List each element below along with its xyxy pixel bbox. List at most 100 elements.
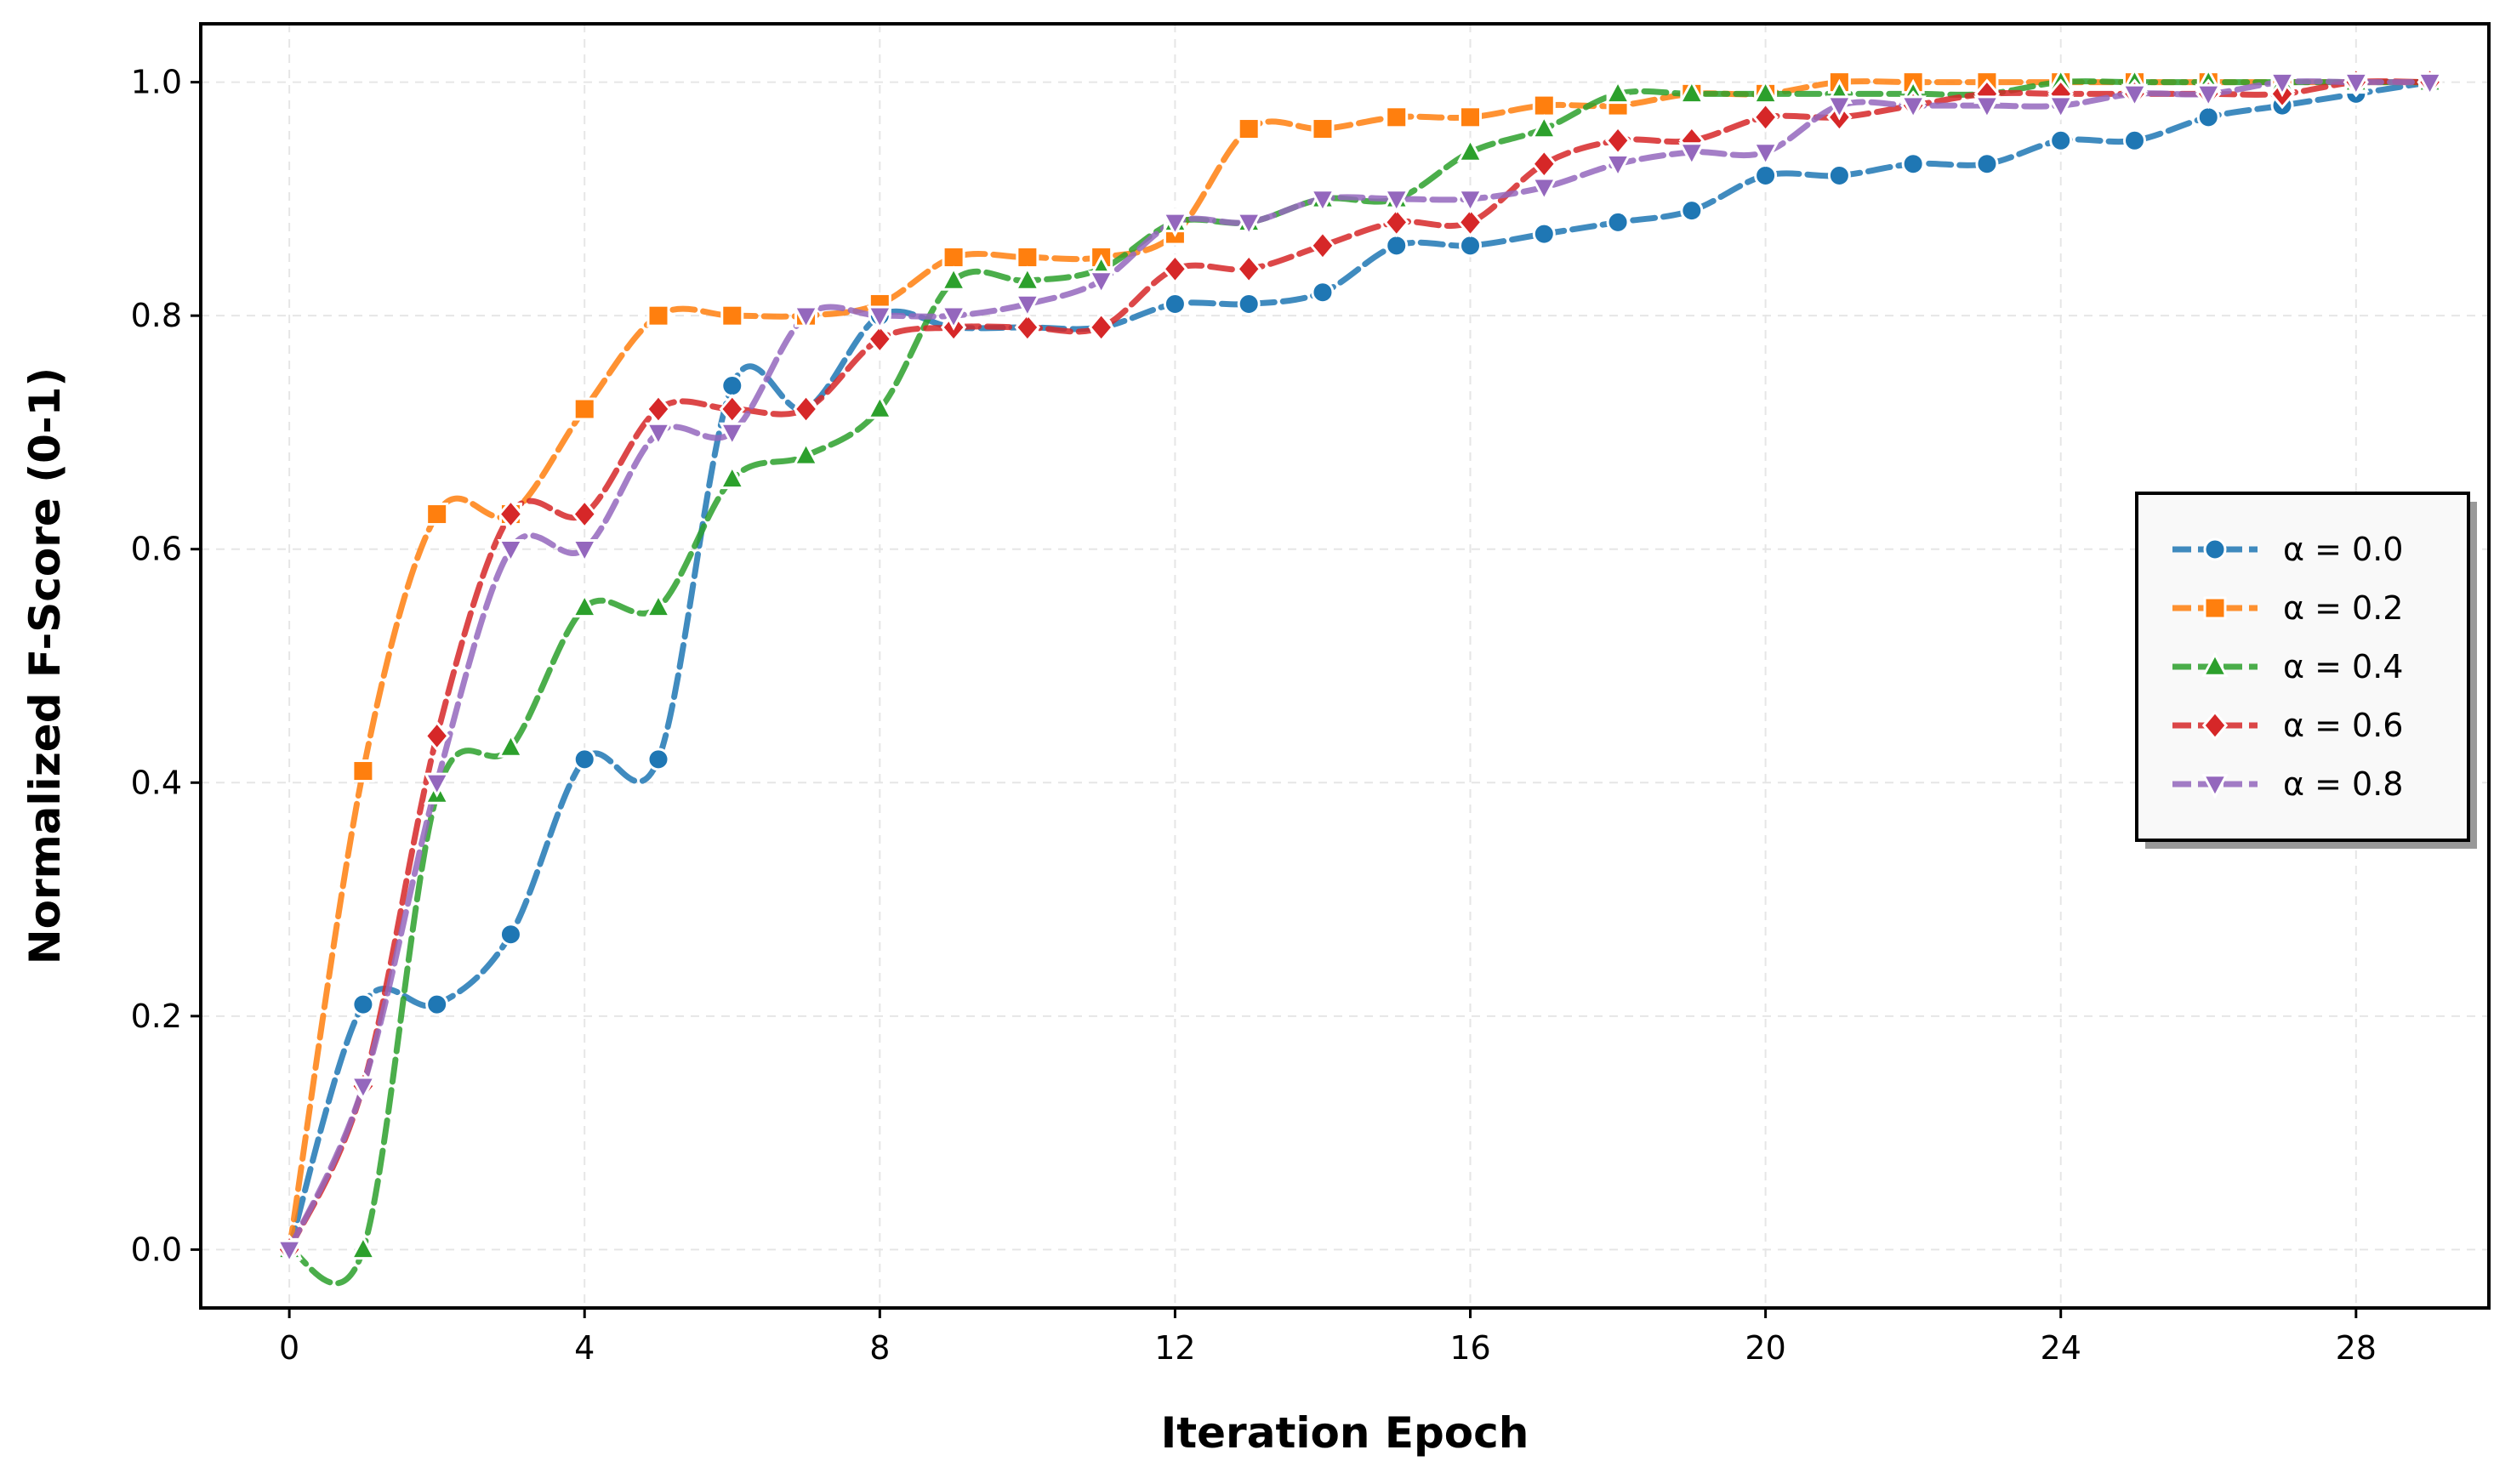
data-point	[1309, 230, 1336, 261]
data-point	[2195, 83, 2222, 109]
data-point	[1014, 293, 1041, 320]
y-tick-label: 0.4	[131, 764, 182, 801]
data-point	[866, 394, 894, 419]
data-point	[1604, 78, 1631, 105]
data-point	[792, 441, 820, 466]
data-point	[497, 732, 525, 758]
data-point	[1311, 281, 1335, 304]
legend-label: α = 0.6	[2283, 707, 2403, 744]
data-point	[2049, 128, 2073, 152]
data-point	[1456, 189, 1484, 214]
data-point	[1532, 222, 1556, 246]
y-tick-label: 0.2	[131, 998, 182, 1035]
legend-marker	[2201, 710, 2229, 741]
data-point	[2416, 71, 2444, 98]
data-point	[1309, 189, 1336, 214]
legend-marker	[2203, 537, 2227, 561]
x-tick-label: 0	[279, 1329, 299, 1367]
data-point	[646, 304, 670, 327]
x-axis-label: Iteration Epoch	[1161, 1408, 1529, 1458]
data-point	[1827, 163, 1851, 187]
data-point	[720, 374, 744, 398]
data-point	[1236, 253, 1262, 285]
data-point	[425, 992, 449, 1016]
legend: α = 0.0 α = 0.2 α = 0.4 α = 0.6 α = 0.8	[2135, 492, 2477, 849]
data-point	[1825, 95, 1853, 121]
data-point	[1532, 94, 1556, 117]
x-tick-label: 20	[1745, 1329, 1785, 1367]
data-point	[1975, 152, 1999, 176]
data-point	[942, 246, 965, 270]
data-point	[1604, 125, 1631, 156]
data-point	[1162, 253, 1188, 285]
data-point	[571, 539, 598, 565]
data-point	[497, 539, 525, 565]
data-point	[720, 304, 744, 327]
legend-label: α = 0.2	[2283, 589, 2403, 627]
data-point	[1311, 117, 1335, 141]
legend-label: α = 0.0	[2283, 531, 2403, 568]
data-point	[940, 265, 967, 291]
data-point	[1680, 199, 1704, 223]
data-point	[2343, 71, 2370, 98]
data-point	[424, 720, 450, 752]
y-tick-label: 0.8	[131, 297, 182, 334]
data-point	[1606, 210, 1630, 234]
legend-label: α = 0.4	[2283, 648, 2403, 685]
y-tick-label: 1.0	[131, 64, 182, 101]
data-point	[940, 305, 967, 331]
data-point	[645, 422, 672, 448]
data-point	[1754, 163, 1778, 187]
data-point	[866, 305, 894, 331]
data-point	[1459, 234, 1483, 258]
data-point	[793, 394, 819, 424]
data-point	[1456, 137, 1484, 162]
data-point	[1237, 292, 1261, 316]
data-point	[1087, 270, 1115, 296]
y-tick-label: 0.6	[131, 531, 182, 568]
y-axis-ticks: 0.0 0.2 0.4 0.6 0.8 1.0	[131, 64, 201, 1268]
data-point	[1973, 95, 2001, 121]
data-point	[2196, 105, 2220, 129]
data-point	[1678, 78, 1705, 105]
data-point	[2122, 128, 2146, 152]
legend-label: α = 0.8	[2283, 765, 2403, 803]
data-point	[1088, 311, 1114, 343]
data-point	[1163, 292, 1187, 316]
series-line-3	[286, 78, 2434, 1253]
data-point	[276, 1239, 303, 1265]
x-tick-label: 24	[2041, 1329, 2081, 1367]
x-tick-label: 16	[1449, 1329, 1490, 1367]
data-point	[425, 503, 449, 526]
data-point	[1531, 148, 1557, 179]
x-tick-label: 12	[1154, 1329, 1195, 1367]
data-point	[719, 394, 745, 424]
data-point	[351, 992, 375, 1016]
data-point	[1901, 152, 1925, 176]
data-point	[1014, 265, 1041, 291]
data-point	[1751, 142, 1779, 168]
data-point	[1530, 177, 1557, 202]
data-point	[2269, 71, 2296, 98]
data-point	[1899, 95, 1927, 121]
data-point	[646, 748, 670, 771]
data-point	[1383, 207, 1409, 238]
data-point	[1161, 212, 1189, 237]
legend-marker	[2201, 774, 2229, 799]
x-tick-label: 28	[2336, 1329, 2377, 1367]
data-point	[792, 305, 820, 331]
data-point	[350, 1234, 377, 1260]
data-point	[1385, 105, 1409, 129]
data-point	[1678, 142, 1705, 168]
data-point	[645, 394, 672, 424]
data-point	[1530, 113, 1557, 139]
data-point	[645, 592, 672, 618]
data-point	[498, 498, 524, 530]
data-point	[1385, 234, 1409, 258]
data-point	[2121, 83, 2149, 109]
series-line-4	[286, 78, 2434, 1253]
x-tick-label: 4	[574, 1329, 595, 1367]
data-point	[571, 592, 598, 618]
